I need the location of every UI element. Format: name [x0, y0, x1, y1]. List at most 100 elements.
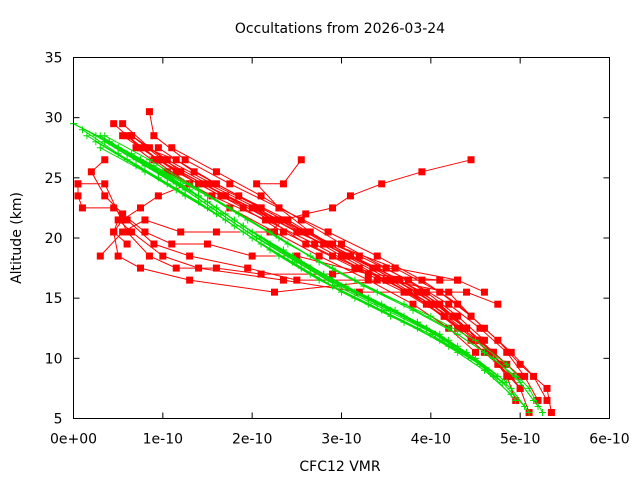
data-point [338, 252, 345, 260]
data-point [204, 240, 211, 248]
data-point [235, 210, 243, 218]
data-point [445, 324, 453, 332]
data-point [230, 222, 238, 230]
data-point [119, 228, 127, 236]
data-point [431, 300, 439, 308]
data-point [226, 180, 234, 188]
data-point [141, 144, 149, 152]
data-point [539, 408, 546, 416]
data-point [74, 180, 82, 188]
data-point [521, 402, 529, 410]
data-point [137, 204, 144, 212]
data-point [74, 192, 82, 200]
data-point [78, 204, 86, 212]
data-point [311, 240, 319, 248]
data-point [503, 360, 511, 368]
data-point [454, 276, 462, 284]
data-point [96, 252, 104, 260]
data-point [512, 372, 520, 380]
data-point [472, 348, 479, 356]
y-axis-label: Altitude (km) [9, 192, 25, 284]
data-point [257, 192, 265, 200]
data-point [181, 186, 189, 194]
profile-line [104, 135, 535, 401]
data-point [480, 348, 488, 356]
data-point [271, 288, 278, 296]
data-point [154, 156, 162, 164]
data-point [150, 156, 158, 164]
data-point [525, 408, 533, 416]
data-point [114, 150, 122, 158]
data-point [516, 360, 524, 368]
data-point [159, 156, 167, 164]
x-axis-label: CFC12 VMR [299, 459, 381, 475]
data-point [279, 180, 287, 188]
data-point [96, 144, 104, 152]
y-tick-label: 5 [54, 412, 63, 428]
data-point [195, 198, 203, 206]
data-point [279, 216, 287, 224]
y-tick-label: 30 [45, 111, 63, 127]
data-point [141, 228, 149, 236]
data-point [279, 228, 287, 236]
data-point [543, 384, 551, 392]
data-point [275, 234, 283, 242]
data-point [114, 252, 122, 260]
data-point [512, 396, 520, 404]
y-tick-label: 10 [45, 351, 63, 367]
data-point [253, 204, 261, 212]
data-point [494, 300, 502, 308]
data-point [293, 276, 301, 284]
data-point [190, 168, 198, 176]
data-point [226, 204, 234, 212]
data-point [168, 144, 176, 152]
data-point [132, 144, 140, 152]
x-tick-label: 6e-10 [589, 432, 629, 448]
profile-line [82, 129, 512, 395]
data-point [208, 192, 216, 200]
data-point [297, 216, 305, 224]
data-point [253, 180, 261, 188]
data-point [463, 288, 471, 296]
data-point [476, 324, 484, 332]
data-point [409, 300, 417, 308]
data-point [186, 252, 194, 260]
data-point [463, 324, 471, 332]
data-point [172, 156, 180, 164]
data-point [204, 180, 211, 188]
data-point [306, 270, 314, 278]
data-point [449, 312, 457, 320]
data-point [373, 276, 381, 284]
data-point [498, 360, 506, 368]
data-point [141, 216, 149, 224]
data-point [172, 168, 180, 176]
data-point [342, 252, 350, 260]
data-point [101, 192, 109, 200]
data-point [168, 240, 176, 248]
data-point [248, 252, 256, 260]
data-point [293, 228, 301, 236]
data-point [110, 120, 118, 128]
data-point [338, 240, 345, 248]
data-point [212, 264, 220, 272]
profile-line [78, 183, 458, 281]
data-point [534, 396, 542, 404]
x-tick-label: 1e-10 [143, 432, 183, 448]
data-point [244, 264, 252, 272]
data-point [114, 216, 122, 224]
data-point [123, 228, 131, 236]
data-point [284, 216, 292, 224]
data-point [271, 228, 278, 236]
measured-series [74, 108, 555, 416]
data-point [239, 204, 247, 212]
data-point [177, 228, 185, 236]
y-tick-label: 15 [45, 291, 63, 307]
data-point [302, 210, 310, 218]
data-point [521, 372, 529, 380]
data-point [123, 156, 131, 164]
data-point [186, 180, 194, 188]
data-point [212, 228, 220, 236]
data-point [315, 252, 323, 260]
data-point [445, 300, 453, 308]
